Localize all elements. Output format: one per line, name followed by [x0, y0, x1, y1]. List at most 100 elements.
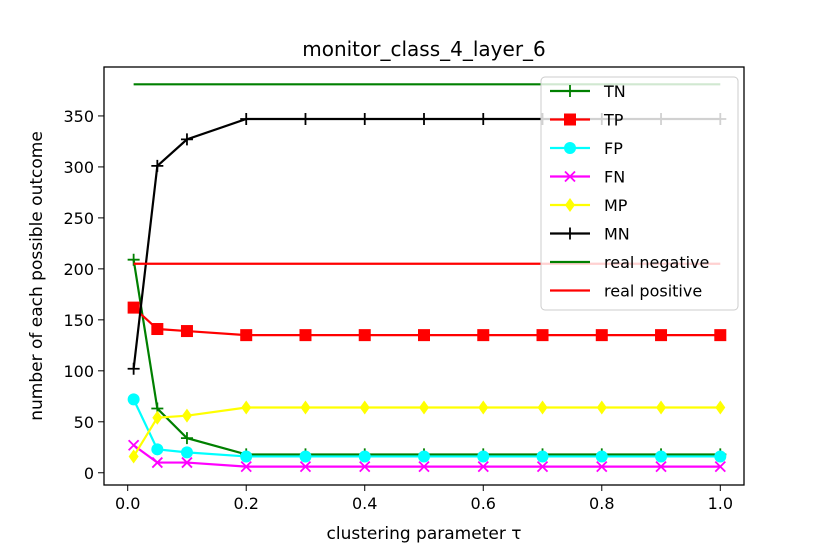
data-point — [596, 461, 608, 473]
data-point — [536, 329, 549, 342]
legend-label: TP — [603, 111, 624, 130]
y-tick-label: 250 — [63, 209, 94, 228]
data-point — [180, 133, 193, 146]
legend-item: TN — [550, 82, 626, 101]
data-point — [655, 329, 668, 342]
data-point — [127, 439, 140, 451]
legend-marker — [565, 198, 575, 212]
data-point — [299, 461, 312, 473]
data-point — [714, 461, 726, 473]
legend-label: real negative — [604, 253, 709, 272]
data-point — [656, 400, 667, 415]
legend-item: FN — [550, 168, 625, 187]
legend-marker — [564, 170, 576, 183]
data-point — [180, 432, 193, 445]
legend-marker — [564, 85, 576, 97]
data-point — [358, 450, 371, 463]
data-point — [152, 410, 163, 425]
data-point — [299, 112, 312, 125]
data-point — [358, 112, 371, 125]
data-point — [127, 362, 140, 375]
data-point — [359, 400, 370, 415]
data-point — [151, 323, 164, 336]
series-line — [132, 259, 721, 456]
legend-label: real positive — [604, 282, 702, 301]
data-point — [537, 400, 548, 415]
legend-marker — [564, 142, 576, 154]
legend-item: real negative — [550, 253, 709, 272]
legend-label: TN — [603, 82, 626, 101]
x-axis-ticks: 0.0 0.2 0.4 0.6 0.8 1.0 — [115, 485, 733, 513]
data-point — [240, 112, 253, 125]
y-tick-label: 100 — [63, 362, 94, 381]
data-point — [418, 329, 430, 342]
data-point — [299, 329, 312, 342]
data-point — [358, 329, 371, 342]
data-point — [181, 456, 193, 469]
data-point — [240, 329, 253, 342]
data-point — [477, 450, 490, 463]
y-tick-label: 0 — [84, 464, 94, 483]
y-axis-ticks: 0 50 100 150 200 250 300 350 — [63, 107, 104, 483]
y-tick-label: 300 — [63, 158, 94, 177]
legend: TN TP FP FN MP MN real negative real positive — [540, 76, 739, 311]
data-point — [240, 450, 253, 463]
legend-item: TP — [550, 111, 624, 130]
legend-item: MN — [550, 225, 630, 244]
data-point — [127, 301, 140, 314]
data-point — [655, 450, 668, 463]
legend-label: MP — [604, 196, 628, 215]
data-point — [127, 393, 140, 406]
data-point — [536, 450, 549, 463]
y-tick-label: 350 — [63, 107, 94, 126]
series-tp — [127, 301, 727, 342]
data-point — [299, 450, 312, 463]
x-tick-label: 1.0 — [708, 494, 733, 513]
data-point — [240, 461, 252, 473]
legend-item: FP — [550, 139, 623, 158]
data-point — [128, 449, 139, 464]
legend-label: FN — [604, 168, 625, 187]
data-point — [478, 400, 489, 415]
data-point — [151, 443, 164, 456]
data-point — [418, 112, 430, 125]
data-point — [241, 400, 252, 415]
series-fp — [127, 393, 727, 463]
data-point — [300, 400, 311, 415]
legend-marker — [564, 227, 576, 240]
y-tick-label: 150 — [63, 311, 94, 330]
y-axis-label: number of each possible outcome — [27, 131, 47, 421]
x-tick-label: 0.4 — [352, 494, 377, 513]
data-point — [596, 400, 607, 415]
data-point — [477, 461, 489, 473]
data-point — [477, 112, 490, 125]
x-tick-label: 0.8 — [589, 494, 614, 513]
legend-box — [540, 76, 739, 311]
data-point — [418, 461, 430, 473]
data-point — [419, 400, 429, 415]
data-point — [151, 456, 163, 469]
legend-item: MP — [550, 196, 628, 215]
legend-marker — [564, 113, 576, 126]
series-fn — [127, 439, 726, 473]
series-line — [132, 406, 721, 458]
data-point — [714, 450, 727, 463]
legend-label: FP — [604, 139, 623, 158]
y-tick-label: 200 — [63, 260, 94, 279]
data-point — [151, 159, 164, 172]
x-tick-label: 0.0 — [115, 494, 140, 513]
data-point — [715, 400, 726, 415]
legend-label: MN — [604, 225, 630, 244]
data-point — [595, 450, 608, 463]
data-point — [477, 329, 490, 342]
data-point — [655, 461, 667, 473]
series-mp — [128, 400, 726, 464]
data-point — [418, 450, 430, 463]
y-tick-label: 50 — [74, 413, 94, 432]
x-tick-label: 0.6 — [471, 494, 496, 513]
x-tick-label: 0.2 — [233, 494, 258, 513]
data-point — [359, 461, 371, 473]
data-point — [181, 408, 192, 423]
legend-item: real positive — [550, 282, 702, 301]
